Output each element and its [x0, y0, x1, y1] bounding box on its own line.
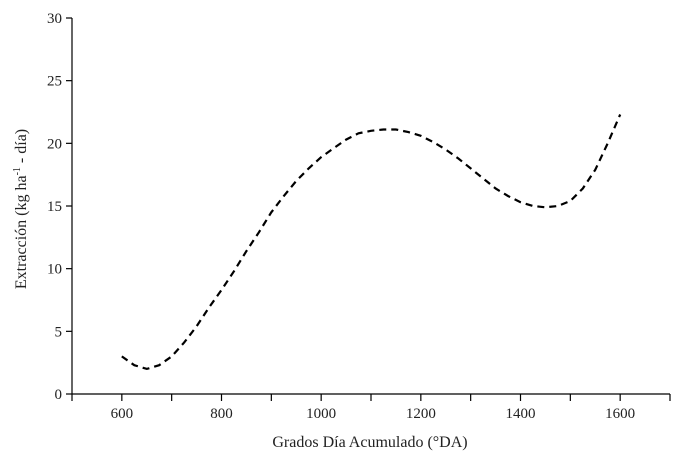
ticks: 0 5 10 15 20 25 30 600 800 1000 1200 1400 1600 — [47, 11, 671, 422]
y-tick-label: 30 — [47, 11, 62, 27]
x-tick-label: 1000 — [306, 406, 336, 422]
x-tick-label: 1400 — [506, 406, 536, 422]
series-layer — [121, 114, 622, 371]
x-tick-label: 600 — [111, 406, 134, 422]
y-axis-label: Extracción (kg ha-1 - día) — [12, 129, 30, 289]
x-tick-label: 1600 — [605, 406, 635, 422]
x-axis-label: Grados Día Acumulado (°DA) — [272, 434, 467, 451]
y-tick-label: 20 — [47, 136, 62, 152]
x-tick-label: 800 — [210, 406, 233, 422]
y-axis-label-superscript: -1 — [12, 167, 23, 175]
y-tick-label: 10 — [47, 262, 62, 278]
axes — [71, 18, 670, 395]
y-tick-label: 5 — [55, 324, 63, 340]
y-axis-label-end: - día) — [13, 129, 30, 167]
y-tick-label: 25 — [47, 74, 62, 90]
y-tick-label: 15 — [47, 199, 62, 215]
series-line — [121, 114, 622, 371]
x-tick-label: 1200 — [406, 406, 436, 422]
y-axis-label-main: Extracción (kg ha — [13, 175, 30, 289]
y-tick-label: 0 — [55, 387, 63, 403]
